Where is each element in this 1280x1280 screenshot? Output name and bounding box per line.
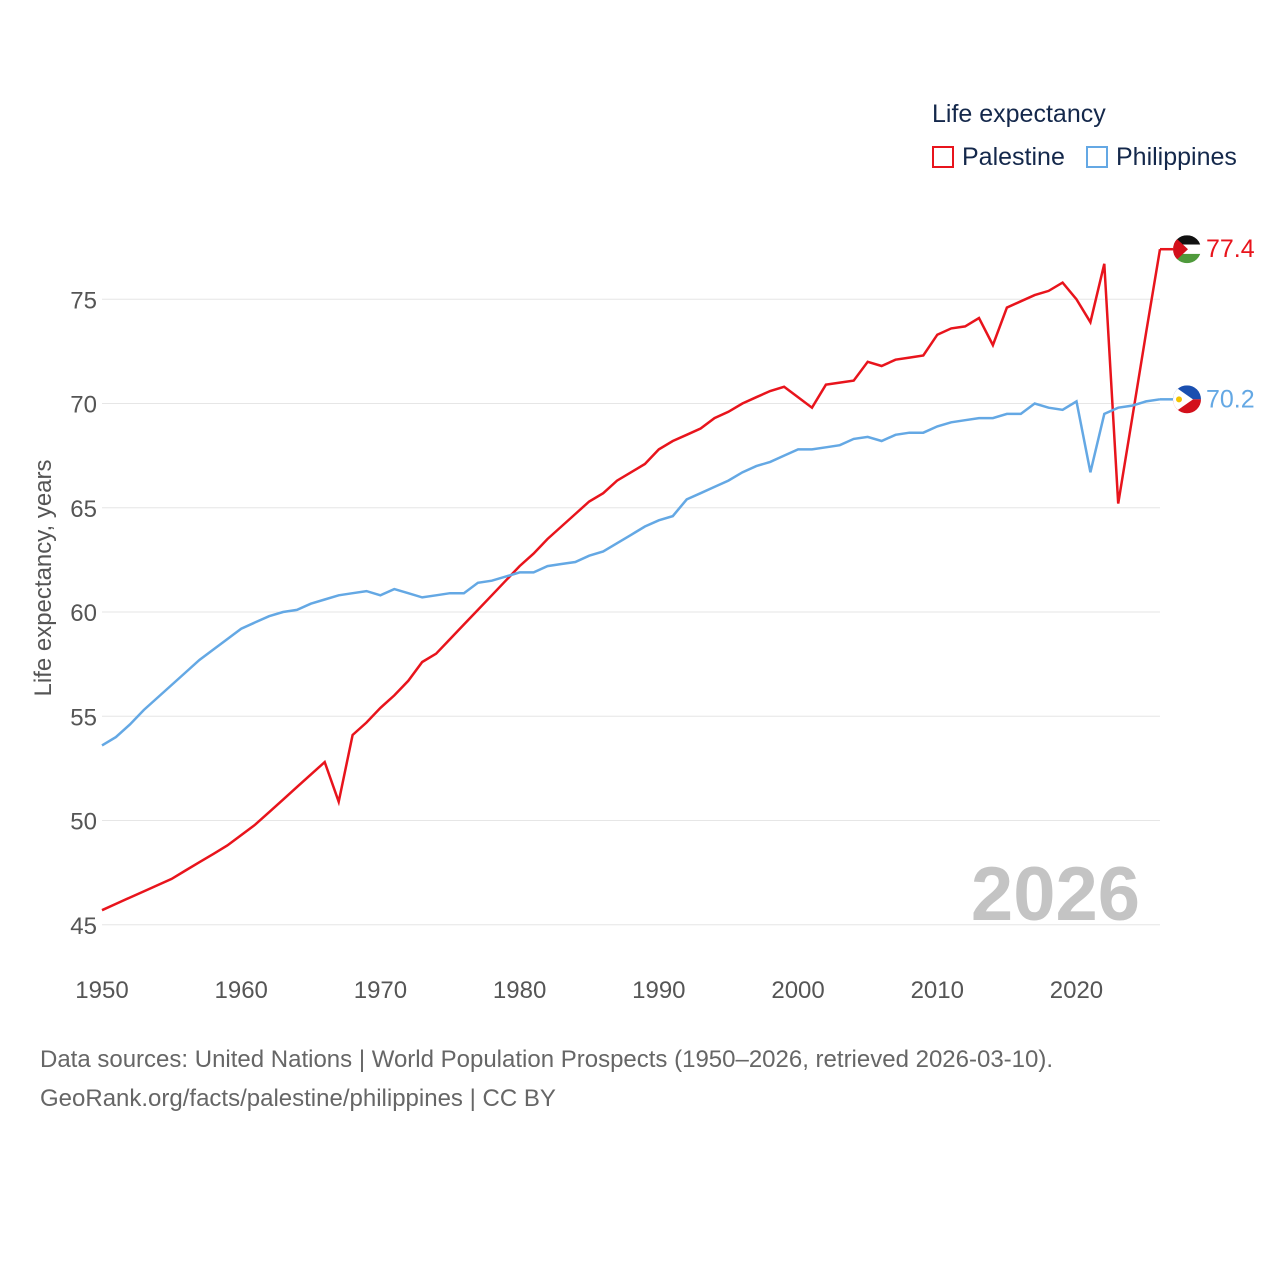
- x-tick-label: 1950: [75, 977, 128, 1004]
- palestine-swatch: [932, 146, 954, 168]
- grid-lines: [102, 298, 1160, 926]
- legend-item-philippines[interactable]: Philippines: [1086, 142, 1237, 172]
- series-end-markers: 77.4 70.2: [1173, 235, 1255, 414]
- y-axis-label: Life expectancy, years: [30, 459, 57, 696]
- legend-item-palestine[interactable]: Palestine: [932, 142, 1065, 172]
- series-line-philippines[interactable]: [101, 398, 1161, 747]
- x-tick-label: 2000: [771, 977, 824, 1004]
- y-tick-label: 70: [70, 392, 97, 419]
- legend-label-philippines: Philippines: [1116, 142, 1237, 171]
- series-line-palestine[interactable]: [101, 248, 1162, 912]
- philippines-swatch: [1086, 146, 1108, 168]
- year-watermark: 2026: [971, 852, 1140, 937]
- series-lines: [101, 247, 1173, 912]
- x-tick-label: 2020: [1050, 977, 1103, 1004]
- x-tick-label: 1970: [354, 977, 407, 1004]
- y-tick-label: 75: [70, 287, 97, 314]
- y-tick-label: 45: [70, 913, 97, 940]
- y-axis-ticks: 45 50 55 60 65 70 75: [70, 287, 97, 940]
- philippines-end-value: 70.2: [1206, 385, 1255, 413]
- source-link[interactable]: GeoRank.org/facts/palestine/philippines …: [40, 1085, 556, 1112]
- legend-title: Life expectancy: [932, 100, 1106, 128]
- data-source-note: Data sources: United Nations | World Pop…: [40, 1046, 1054, 1073]
- y-tick-label: 60: [70, 600, 97, 627]
- y-tick-label: 50: [70, 809, 97, 836]
- palestine-end-value: 77.4: [1206, 235, 1255, 263]
- x-tick-label: 1960: [215, 977, 268, 1004]
- legend-label-palestine: Palestine: [962, 142, 1065, 171]
- x-axis-ticks: 1950 1960 1970 1980 1990 2000 2010 2020: [75, 977, 1103, 1004]
- x-tick-label: 1980: [493, 977, 546, 1004]
- x-tick-label: 2010: [911, 977, 964, 1004]
- y-tick-label: 55: [70, 704, 97, 731]
- x-tick-label: 1990: [632, 977, 685, 1004]
- philippines-flag-icon: [1173, 385, 1201, 414]
- palestine-flag-icon: [1173, 235, 1201, 264]
- y-tick-label: 65: [70, 496, 97, 523]
